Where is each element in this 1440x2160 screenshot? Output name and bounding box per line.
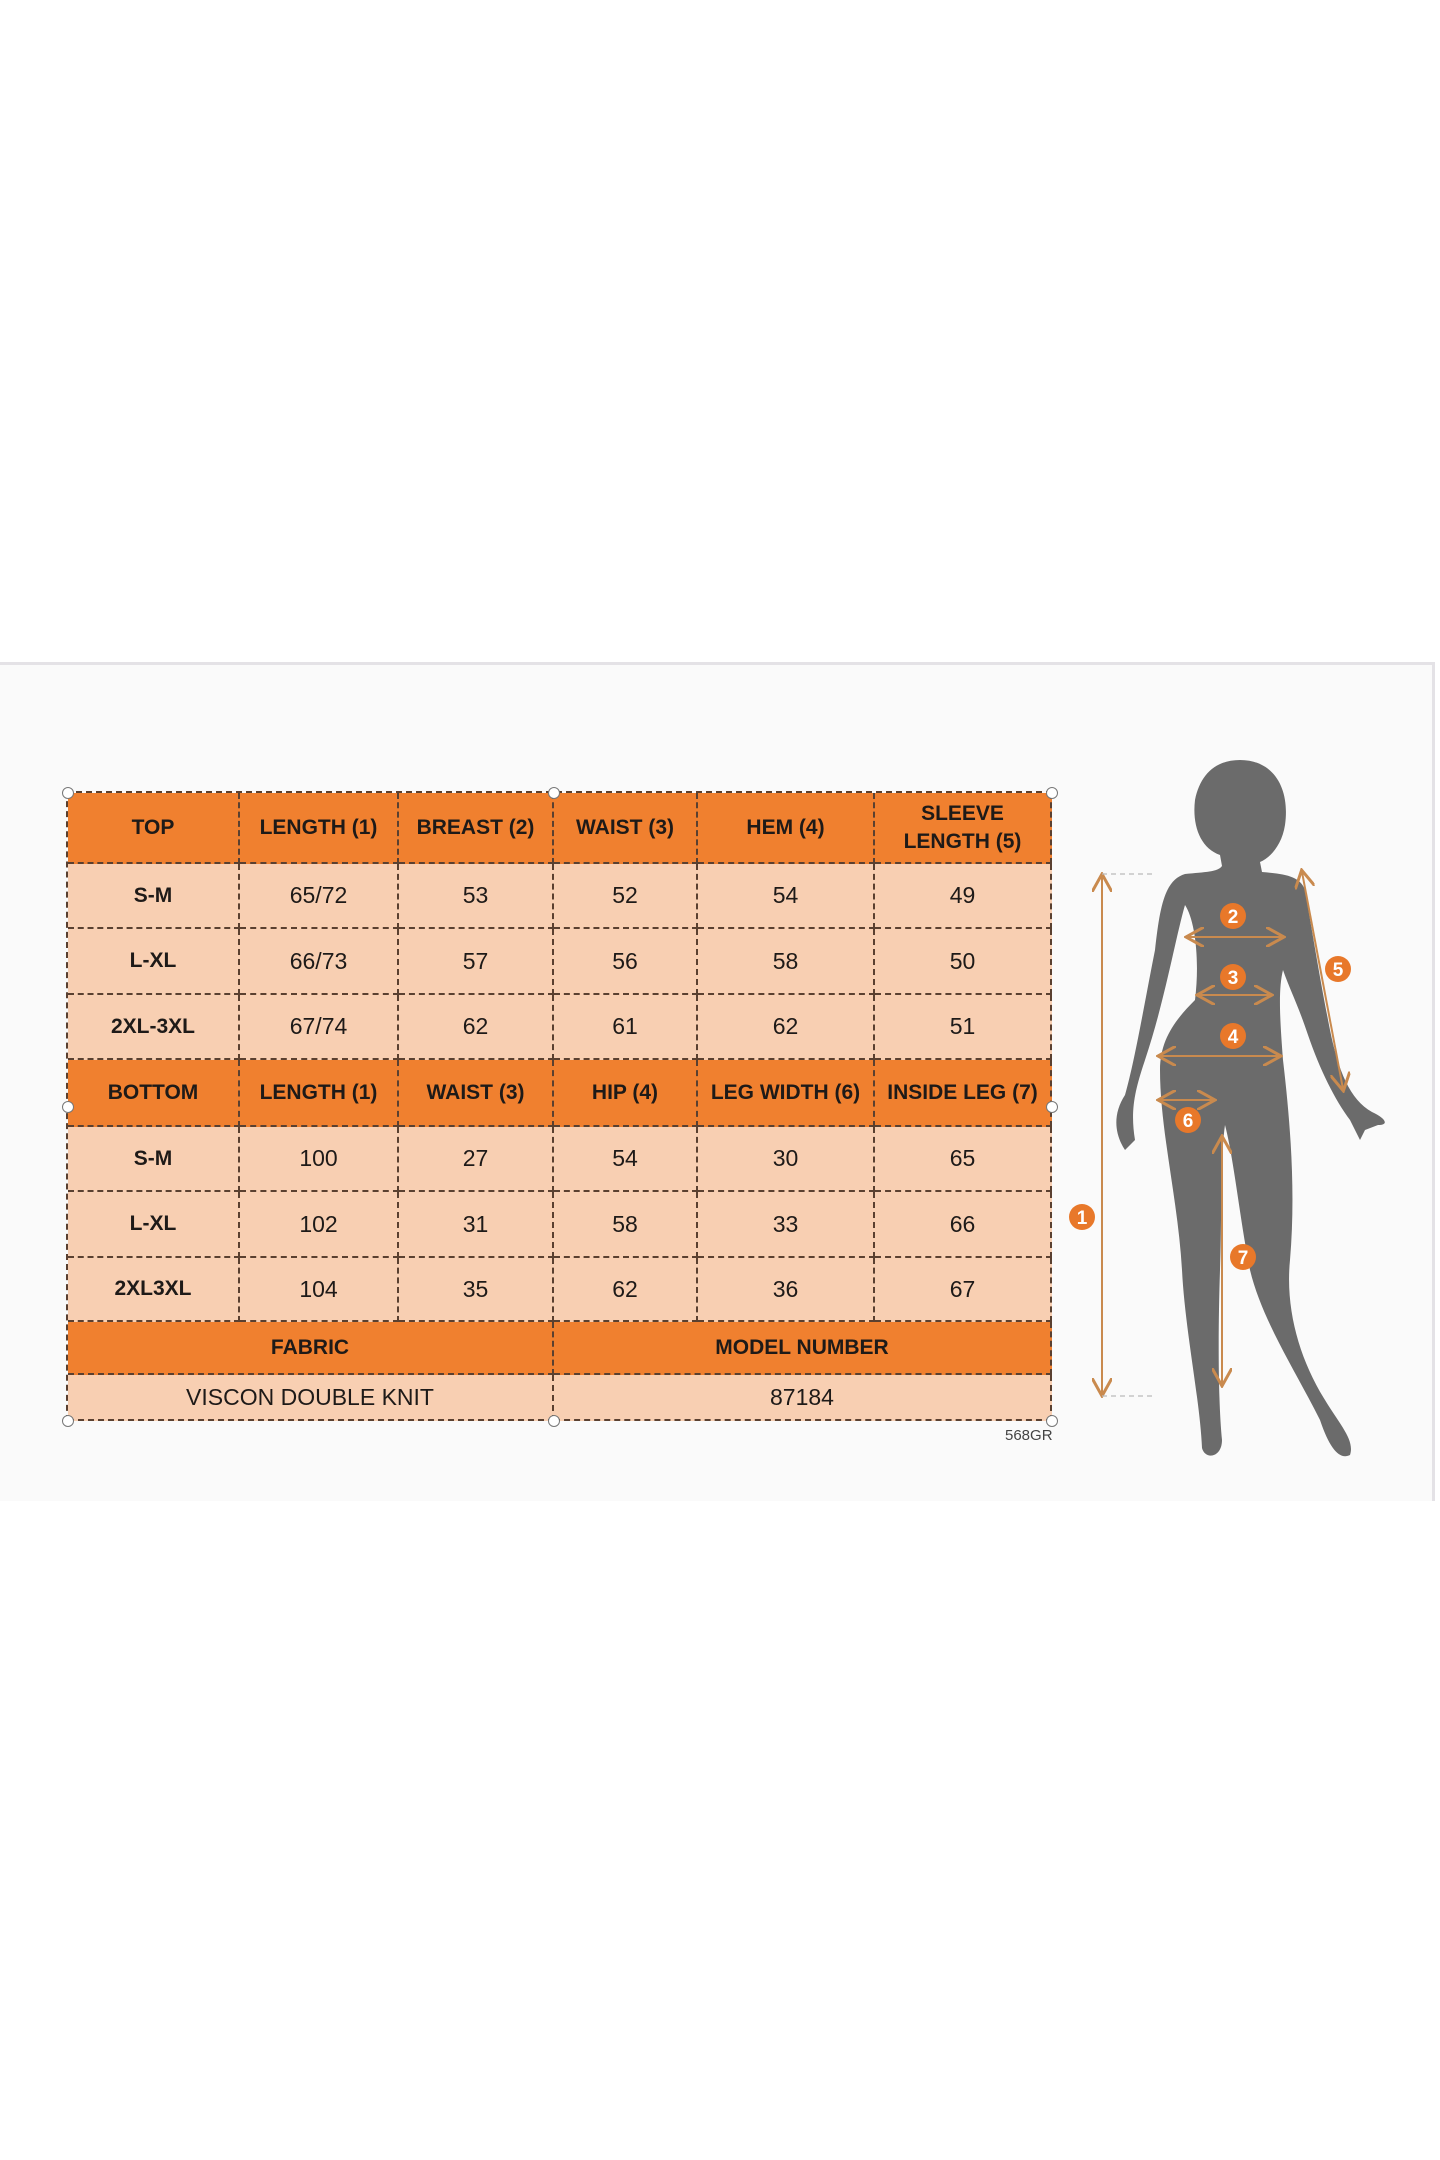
table-cell: 66/73 xyxy=(240,929,399,995)
measurement-marker-2: 2 xyxy=(1220,903,1246,929)
measurement-marker-3: 3 xyxy=(1220,964,1246,990)
table-cell: 30 xyxy=(698,1127,875,1192)
column-header: HEM (4) xyxy=(698,793,875,864)
column-header: TOP xyxy=(68,793,240,864)
measurement-marker-7: 7 xyxy=(1230,1244,1256,1270)
table-cell: 58 xyxy=(698,929,875,995)
table-cell: 100 xyxy=(240,1127,399,1192)
table-cell: 67/74 xyxy=(240,995,399,1060)
table-cell: 51 xyxy=(875,995,1052,1060)
marker-circle xyxy=(1220,964,1246,990)
resize-handle[interactable] xyxy=(62,787,74,799)
measurement-markers: 1 2 3 4 5 6 7 xyxy=(1069,903,1351,1270)
table-cell: 52 xyxy=(554,864,698,929)
table-cell: 56 xyxy=(554,929,698,995)
table-cell: 58 xyxy=(554,1192,698,1258)
model-number-value: 87184 xyxy=(554,1375,1052,1421)
size-table: TOP LENGTH (1) BREAST (2) WAIST (3) HEM (4) S… xyxy=(62,787,1058,1427)
sleeve-arrow xyxy=(1302,872,1343,1089)
resize-handle[interactable] xyxy=(1046,1415,1058,1427)
table-cell: 65 xyxy=(875,1127,1052,1192)
column-header: BREAST (2) xyxy=(399,793,554,864)
column-header: HIP (4) xyxy=(554,1060,698,1127)
column-header: SLEEVE LENGTH (5) xyxy=(875,793,1052,864)
marker-circle xyxy=(1325,956,1351,982)
marker-number: 3 xyxy=(1228,968,1239,989)
product-code: 568GR xyxy=(1005,1427,1053,1444)
table-cell: 27 xyxy=(399,1127,554,1192)
table-cell: 102 xyxy=(240,1192,399,1258)
silhouette xyxy=(1116,760,1385,1457)
marker-circle xyxy=(1069,1204,1095,1230)
table-cell: 36 xyxy=(698,1258,875,1322)
table-cell: 49 xyxy=(875,864,1052,929)
table-cell: 67 xyxy=(875,1258,1052,1322)
size-label: S-M xyxy=(68,864,240,929)
table-cell: 62 xyxy=(698,995,875,1060)
table-cell: 65/72 xyxy=(240,864,399,929)
marker-number: 7 xyxy=(1238,1248,1249,1269)
table-cell: 57 xyxy=(399,929,554,995)
marker-number: 5 xyxy=(1333,960,1344,981)
column-header: LEG WIDTH (6) xyxy=(698,1060,875,1127)
resize-handle[interactable] xyxy=(62,1415,74,1427)
size-label: 2XL-3XL xyxy=(68,995,240,1060)
marker-number: 2 xyxy=(1228,907,1239,928)
table-cell: 54 xyxy=(698,864,875,929)
measurement-marker-5: 5 xyxy=(1325,956,1351,982)
measure-lines xyxy=(1102,872,1343,1394)
column-header: LENGTH (1) xyxy=(240,1060,399,1127)
column-header: LENGTH (1) xyxy=(240,793,399,864)
table-cell: 66 xyxy=(875,1192,1052,1258)
table-cell: 50 xyxy=(875,929,1052,995)
table-cell: 53 xyxy=(399,864,554,929)
size-label: 2XL3XL xyxy=(68,1258,240,1322)
column-header: WAIST (3) xyxy=(554,793,698,864)
table-cell: 54 xyxy=(554,1127,698,1192)
resize-handle[interactable] xyxy=(548,1415,560,1427)
size-label: S-M xyxy=(68,1127,240,1192)
resize-handle[interactable] xyxy=(548,787,560,799)
column-header: INSIDE LEG (7) xyxy=(875,1060,1052,1127)
size-label: L-XL xyxy=(68,1192,240,1258)
marker-number: 4 xyxy=(1228,1027,1239,1048)
marker-circle xyxy=(1175,1107,1201,1133)
table-cell: 35 xyxy=(399,1258,554,1322)
table-cell: 31 xyxy=(399,1192,554,1258)
marker-circle xyxy=(1230,1244,1256,1270)
marker-number: 1 xyxy=(1077,1208,1088,1229)
resize-handle[interactable] xyxy=(1046,1101,1058,1113)
fabric-value: VISCON DOUBLE KNIT xyxy=(68,1375,554,1421)
marker-number: 6 xyxy=(1183,1111,1194,1132)
table-cell: 104 xyxy=(240,1258,399,1322)
table-cell: 62 xyxy=(554,1258,698,1322)
table-cell: 62 xyxy=(399,995,554,1060)
resize-handle[interactable] xyxy=(1046,787,1058,799)
marker-circle xyxy=(1220,903,1246,929)
table-cell: 61 xyxy=(554,995,698,1060)
model-number-header: MODEL NUMBER xyxy=(554,1322,1052,1375)
resize-handle[interactable] xyxy=(62,1101,74,1113)
measurement-marker-4: 4 xyxy=(1220,1023,1246,1049)
marker-circle xyxy=(1220,1023,1246,1049)
fabric-header: FABRIC xyxy=(68,1322,554,1375)
size-label: L-XL xyxy=(68,929,240,995)
column-header: WAIST (3) xyxy=(399,1060,554,1127)
table-cell: 33 xyxy=(698,1192,875,1258)
column-header: BOTTOM xyxy=(68,1060,240,1127)
measurement-marker-6: 6 xyxy=(1175,1107,1201,1133)
measurement-marker-1: 1 xyxy=(1069,1204,1095,1230)
